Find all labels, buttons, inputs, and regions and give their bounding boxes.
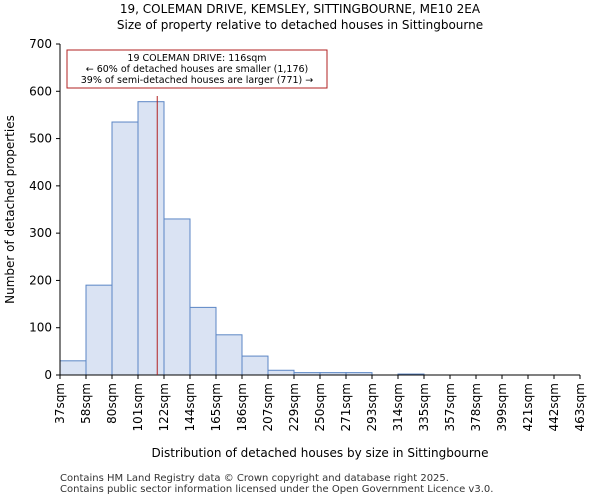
chart-title: 19, COLEMAN DRIVE, KEMSLEY, SITTINGBOURN…: [119, 2, 481, 16]
x-tick-label-335sqm: 335sqm: [417, 383, 431, 431]
x-tick-label-80sqm: 80sqm: [105, 383, 119, 424]
x-tick-label-463sqm: 463sqm: [573, 383, 587, 431]
x-tick-label-207sqm: 207sqm: [261, 383, 275, 431]
x-tick-label-250sqm: 250sqm: [313, 383, 327, 431]
annotation-line-1: 19 COLEMAN DRIVE: 116sqm: [127, 53, 266, 64]
footer-licence: Contains public sector information licen…: [60, 484, 494, 495]
bar-80sqm: [111, 121, 139, 376]
footer-copyright: Contains HM Land Registry data © Crown c…: [60, 473, 449, 484]
x-tick-label-58sqm: 58sqm: [79, 383, 93, 424]
x-tick-label-442sqm: 442sqm: [547, 383, 561, 431]
annotation-box: [66, 49, 328, 89]
y-tick-label-200: 200: [29, 273, 52, 287]
x-tick-label-186sqm: 186sqm: [235, 383, 249, 431]
x-tick-label-101sqm: 101sqm: [131, 383, 145, 431]
x-tick-label-165sqm: 165sqm: [209, 383, 223, 431]
x-tick-label-399sqm: 399sqm: [495, 383, 509, 431]
annotation-line-3: 39% of semi-detached houses are larger (…: [81, 75, 314, 86]
x-tick-label-293sqm: 293sqm: [365, 383, 379, 431]
annotation-line-2: ← 60% of detached houses are smaller (1,…: [86, 64, 309, 75]
x-tick-label-314sqm: 314sqm: [391, 383, 405, 431]
y-tick-label-700: 700: [29, 37, 52, 51]
x-tick-label-357sqm: 357sqm: [443, 383, 457, 431]
bar-207sqm: [267, 369, 295, 376]
y-tick-label-400: 400: [29, 179, 52, 193]
bar-37sqm: [59, 360, 87, 376]
x-tick-label-122sqm: 122sqm: [157, 383, 171, 431]
y-tick-label-100: 100: [29, 321, 52, 335]
bar-122sqm: [163, 218, 191, 376]
y-tick-label-600: 600: [29, 84, 52, 98]
bar-58sqm: [85, 284, 113, 376]
y-tick-label-500: 500: [29, 132, 52, 146]
x-tick-label-144sqm: 144sqm: [183, 383, 197, 431]
bar-186sqm: [241, 355, 269, 376]
x-tick-label-421sqm: 421sqm: [521, 383, 535, 431]
x-tick-label-378sqm: 378sqm: [469, 383, 483, 431]
y-tick-label-300: 300: [29, 226, 52, 240]
x-tick-label-229sqm: 229sqm: [287, 383, 301, 431]
x-tick-label-271sqm: 271sqm: [339, 383, 353, 431]
x-tick-label-37sqm: 37sqm: [53, 383, 67, 424]
y-axis-label: Number of detached properties: [3, 115, 17, 304]
bar-165sqm: [215, 334, 243, 376]
chart-subtitle: Size of property relative to detached ho…: [116, 18, 484, 32]
bar-144sqm: [189, 306, 217, 376]
bar-101sqm: [137, 101, 165, 376]
y-tick-label-0: 0: [44, 368, 52, 382]
x-axis-label: Distribution of detached houses by size …: [151, 446, 488, 460]
